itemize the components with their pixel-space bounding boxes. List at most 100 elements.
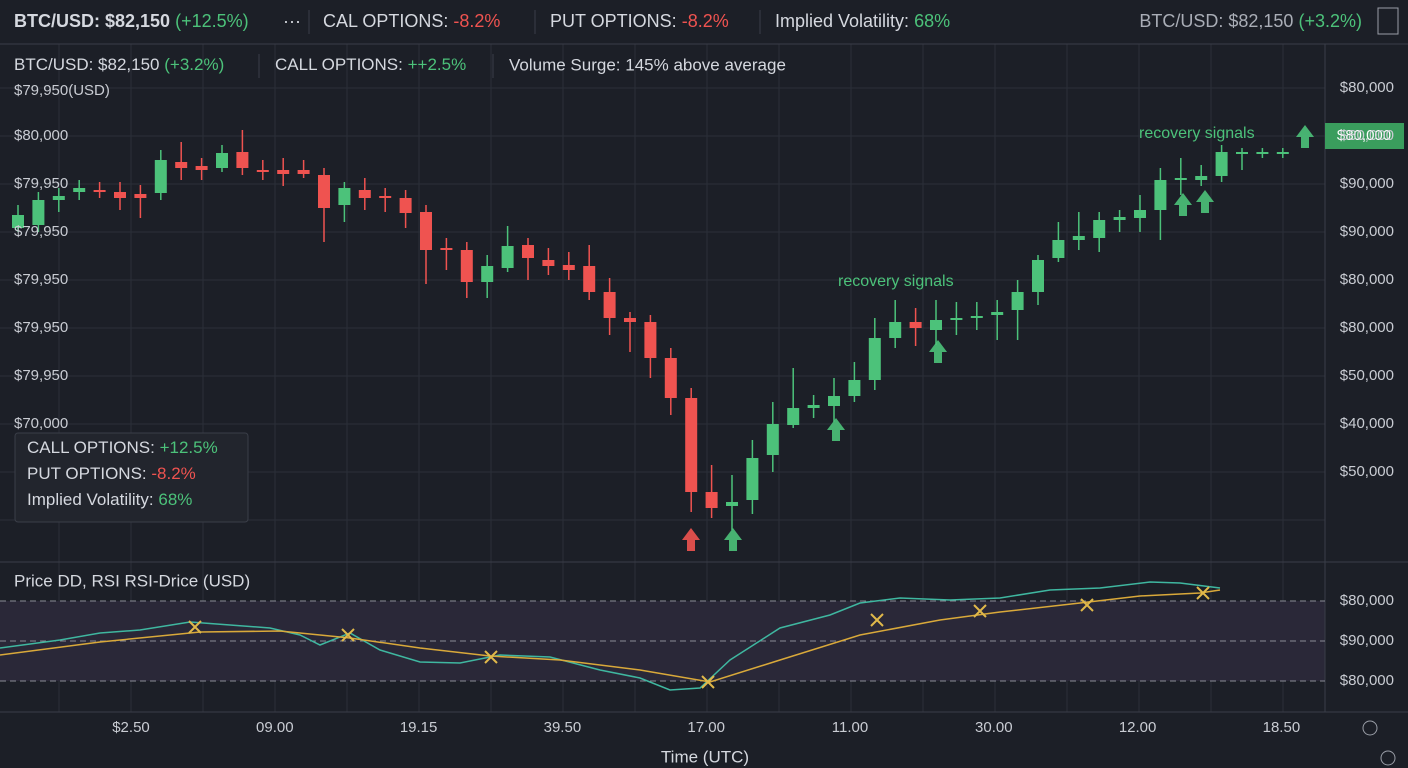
- value: ++2.5%: [408, 55, 467, 74]
- label: CAL OPTIONS:: [323, 11, 448, 31]
- right-axis-label: $90,000: [1340, 223, 1394, 240]
- candle-body: [970, 316, 983, 318]
- info-iv: Implied Volatility: 68%: [27, 490, 192, 509]
- candle-body: [1011, 292, 1024, 310]
- label: Implied Volatility:: [775, 11, 909, 31]
- candle-body: [1032, 260, 1044, 292]
- x-axis-label: 11.00: [832, 719, 868, 736]
- signal-arrow: [682, 528, 700, 551]
- cross-marker: [1080, 598, 1094, 612]
- signal-arrow: [1174, 193, 1192, 216]
- left-axis-label: $79,950: [14, 175, 68, 192]
- cross-marker: [973, 604, 987, 618]
- candle-body: [807, 405, 820, 408]
- candle-body: [685, 398, 698, 492]
- candle-body: [909, 322, 922, 328]
- candle-body: [338, 188, 351, 205]
- left-axis-label: $79,950: [14, 223, 68, 240]
- candle-body: [766, 424, 779, 455]
- candle-body: [277, 170, 290, 174]
- candle-body: [440, 248, 453, 250]
- candle-body: [318, 175, 330, 208]
- candle-body: [542, 260, 555, 266]
- left-axis-label: $80,000: [14, 127, 68, 144]
- candle-body: [1256, 152, 1269, 154]
- indicator-axis-label: $90,000: [1340, 632, 1394, 649]
- label: Implied Volatility:: [27, 490, 154, 509]
- candle-body: [297, 170, 310, 174]
- label: PUT OPTIONS:: [27, 464, 147, 483]
- cross-marker: [341, 628, 355, 642]
- pair: BTC/USD: $82,150: [14, 55, 160, 74]
- candle-body: [236, 152, 249, 168]
- implied-volatility: Implied Volatility: 68%: [775, 11, 950, 31]
- info-put: PUT OPTIONS: -8.2%: [27, 464, 196, 483]
- left-axis-label: $70,000: [14, 415, 68, 432]
- annotation: recovery signals: [1139, 125, 1255, 142]
- candle-body: [726, 502, 738, 506]
- candle-body: [868, 338, 881, 380]
- candle-body: [522, 245, 534, 258]
- candle-body: [1236, 152, 1248, 154]
- pair: BTC/USD: $82,150: [1139, 11, 1293, 31]
- candle-body: [746, 458, 759, 500]
- indicator-levels: [0, 600, 1325, 682]
- candle-body: [501, 246, 514, 268]
- candle-body: [889, 322, 902, 338]
- candle-body: [1154, 180, 1167, 210]
- change: (+12.5%): [175, 11, 249, 31]
- pair: BTC/USD: $82,150: [14, 11, 170, 31]
- more-menu[interactable]: ···: [283, 11, 301, 31]
- right-axis-label: $80,000: [1340, 79, 1394, 96]
- right-axis-label: $50,000: [1340, 367, 1394, 384]
- right-axis-label: $50,000: [1340, 463, 1394, 480]
- sub-call: CALL OPTIONS: ++2.5%: [275, 55, 466, 74]
- indicator-line: [0, 581, 1221, 691]
- right-axis-label: $90,000: [1340, 175, 1394, 192]
- axis-labels: $80,000 $79,950 $79,950 $79,950 $79,950 $79,9…: [14, 79, 1394, 736]
- left-axis-label: $79,950: [14, 367, 68, 384]
- top-pair: BTC/USD: $82,150 (+12.5%): [14, 11, 249, 31]
- window-button[interactable]: [1377, 7, 1399, 35]
- candle-body: [1134, 210, 1146, 218]
- candle-body: [562, 265, 575, 270]
- value: -8.2%: [453, 11, 500, 31]
- cross-marker: [188, 620, 202, 634]
- candle-body: [154, 160, 167, 193]
- candle-body: [420, 212, 432, 250]
- candle-body: [73, 188, 86, 192]
- x-axis-label: $2.50: [112, 719, 150, 736]
- left-axis-label: $79,950: [14, 271, 68, 288]
- price-label: $79,950(USD): [14, 82, 110, 99]
- signal-arrow: [827, 418, 845, 441]
- candle-body: [1072, 236, 1085, 240]
- candles: [12, 130, 1289, 530]
- signal-arrow: [929, 340, 947, 363]
- indicator-axis-label: $80,000: [1340, 592, 1394, 609]
- volume-surge: Volume Surge: 145% above average: [509, 55, 786, 74]
- candle-body: [644, 322, 657, 358]
- sub-pair: BTC/USD: $82,150 (+3.2%): [14, 55, 224, 74]
- candle-body: [930, 320, 942, 330]
- settings-button[interactable]: [1380, 750, 1396, 766]
- x-axis-label: 39.50: [544, 719, 582, 736]
- candle-body: [32, 200, 45, 225]
- candle-body: [624, 318, 636, 322]
- settings-button[interactable]: [1362, 720, 1378, 736]
- x-axis-title: Time (UTC): [661, 747, 749, 766]
- x-axis-label: 09.00: [256, 719, 294, 736]
- candle-body: [1174, 178, 1187, 180]
- cross-marker: [701, 675, 715, 689]
- candle-body: [1195, 176, 1208, 180]
- candle-body: [358, 190, 371, 198]
- signal-arrow: [724, 528, 742, 551]
- right-pair: BTC/USD: $82,150 (+3.2%): [1139, 11, 1362, 31]
- candle-body: [828, 396, 840, 406]
- candle-body: [481, 266, 494, 282]
- left-axis-label: $79,950: [14, 319, 68, 336]
- candle-body: [991, 312, 1004, 315]
- candle-body: [256, 170, 269, 172]
- candle-body: [134, 194, 147, 198]
- candle-body: [1093, 220, 1106, 238]
